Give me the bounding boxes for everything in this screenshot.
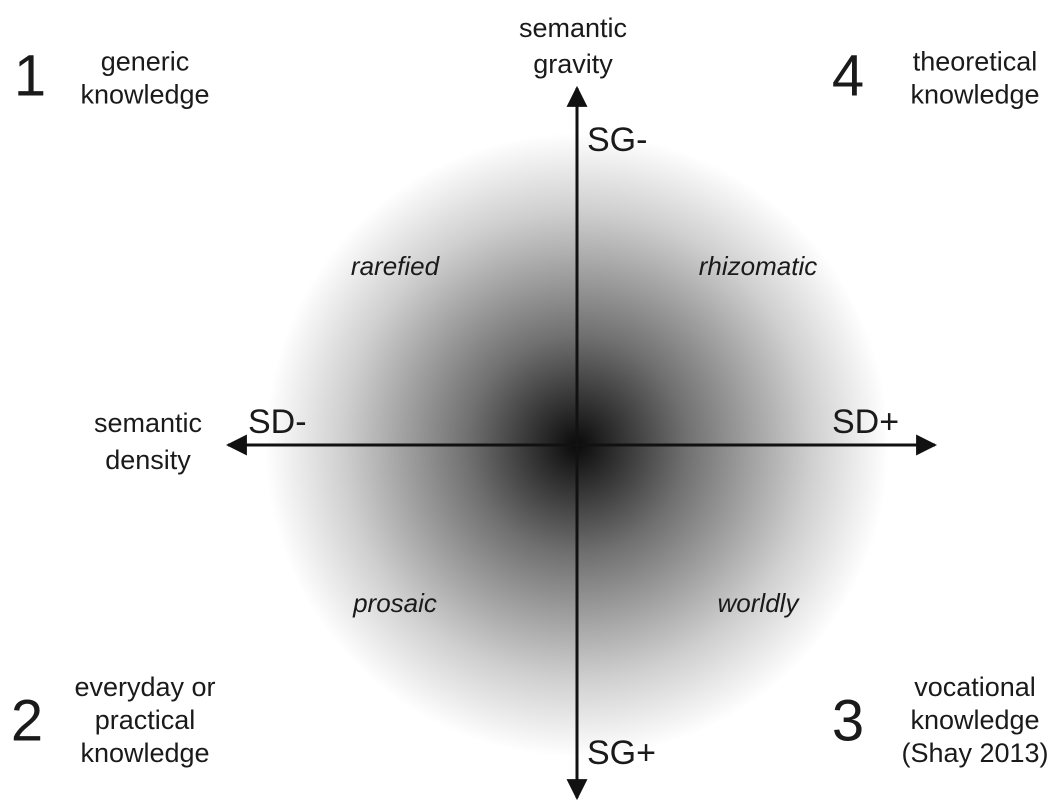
corner-number: 1 <box>14 43 46 108</box>
corner-text: practical <box>95 705 196 735</box>
corner-number: 2 <box>11 688 43 753</box>
quadrant-label: rarefied <box>351 251 441 281</box>
corner-text: knowledge <box>80 738 209 768</box>
axis-label: gravity <box>533 49 613 79</box>
corner-text: knowledge <box>910 705 1039 735</box>
corner-text: knowledge <box>80 80 209 110</box>
quadrant-label: worldly <box>718 588 801 618</box>
pole-label: SD+ <box>832 403 899 441</box>
corner-text: (Shay 2013) <box>901 738 1048 768</box>
corner-text: everyday or <box>74 672 215 702</box>
quadrant-label: rhizomatic <box>699 251 817 281</box>
quadrant-label: prosaic <box>352 588 437 618</box>
corner-text: generic <box>101 47 190 77</box>
corner-text: theoretical <box>913 47 1038 77</box>
axis-label: density <box>105 445 191 475</box>
corner-text: vocational <box>914 672 1036 702</box>
pole-label: SG- <box>587 121 647 159</box>
pole-label: SG+ <box>587 734 656 772</box>
pole-label: SD- <box>248 403 307 441</box>
corner-text: knowledge <box>910 80 1039 110</box>
axis-label: semantic <box>519 13 627 43</box>
axis-label: semantic <box>94 408 202 438</box>
corner-number: 4 <box>832 43 864 108</box>
corner-number: 3 <box>832 688 864 753</box>
